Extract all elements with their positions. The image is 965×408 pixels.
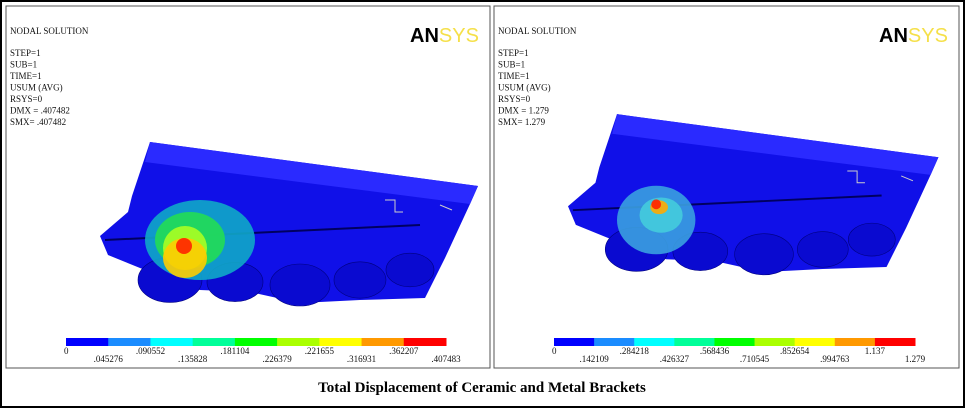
legend-label: .221655 — [305, 346, 335, 356]
info-line: DMX = .407482 — [10, 106, 70, 116]
logo-an: AN — [410, 25, 439, 47]
legend-band — [875, 338, 916, 346]
info-line: RSYS=0 — [10, 94, 43, 104]
legend-band — [108, 338, 151, 346]
legend-label: .284218 — [620, 346, 650, 356]
legend-label: 1.279 — [905, 354, 926, 364]
figure: Total Displacement of Ceramic and Metal … — [0, 0, 965, 408]
legend-label: .426327 — [660, 354, 690, 364]
info-line: SUB=1 — [498, 60, 525, 70]
logo-an: AN — [879, 25, 908, 47]
legend-band — [634, 338, 675, 346]
legend-label: .226379 — [262, 354, 292, 364]
legend-label: .362207 — [389, 346, 419, 356]
model-wheel — [797, 232, 848, 268]
model-wheel — [848, 223, 895, 256]
legend-label: .710545 — [740, 354, 770, 364]
legend-band — [319, 338, 362, 346]
caption: Total Displacement of Ceramic and Metal … — [318, 380, 646, 396]
legend-band — [674, 338, 715, 346]
legend-label: .316931 — [347, 354, 376, 364]
info-line: TIME=1 — [498, 71, 530, 81]
legend-label: .090552 — [136, 346, 165, 356]
legend-band — [795, 338, 836, 346]
logo-sys: SYS — [439, 25, 479, 47]
legend-band — [594, 338, 635, 346]
legend-band — [554, 338, 595, 346]
info-line: STEP=1 — [10, 48, 41, 58]
info-line: USUM (AVG) — [498, 83, 551, 93]
legend-label: .994763 — [820, 354, 850, 364]
logo-sys: SYS — [908, 25, 948, 47]
legend-band — [404, 338, 447, 346]
legend-label: .181104 — [220, 346, 249, 356]
legend-label: 0 — [64, 346, 69, 356]
legend-band — [193, 338, 236, 346]
info-line: RSYS=0 — [498, 94, 531, 104]
info-line: STEP=1 — [498, 48, 529, 58]
info-line: SMX= 1.279 — [498, 117, 546, 127]
legend-band — [714, 338, 755, 346]
legend-band — [277, 338, 320, 346]
info-line: SUB=1 — [10, 60, 37, 70]
legend-band — [235, 338, 278, 346]
info-line: SMX= .407482 — [10, 117, 66, 127]
model-wheel — [735, 234, 794, 275]
legend-label: .045276 — [94, 354, 124, 364]
legend-label: 1.137 — [865, 346, 886, 356]
legend-label: .568436 — [700, 346, 730, 356]
legend-label: .135828 — [178, 354, 208, 364]
contour-region — [176, 238, 192, 254]
panel-header: NODAL SOLUTION — [10, 26, 89, 36]
info-line: USUM (AVG) — [10, 83, 63, 93]
logo: ANSYS — [410, 25, 479, 47]
info-line: DMX = 1.279 — [498, 106, 549, 116]
logo: ANSYS — [879, 25, 948, 47]
model-wheel — [334, 262, 386, 298]
model-wheel — [386, 253, 434, 287]
legend-label: .407483 — [431, 354, 461, 364]
legend-band — [835, 338, 876, 346]
legend-band — [362, 338, 405, 346]
legend-label: .852654 — [780, 346, 810, 356]
legend-label: .142109 — [579, 354, 609, 364]
model-wheel — [270, 264, 330, 306]
info-line: TIME=1 — [10, 71, 42, 81]
panel-header: NODAL SOLUTION — [498, 26, 577, 36]
legend-label: 0 — [552, 346, 557, 356]
legend-band — [755, 338, 796, 346]
legend-band — [150, 338, 193, 346]
legend-band — [66, 338, 109, 346]
contour-region — [651, 199, 661, 209]
